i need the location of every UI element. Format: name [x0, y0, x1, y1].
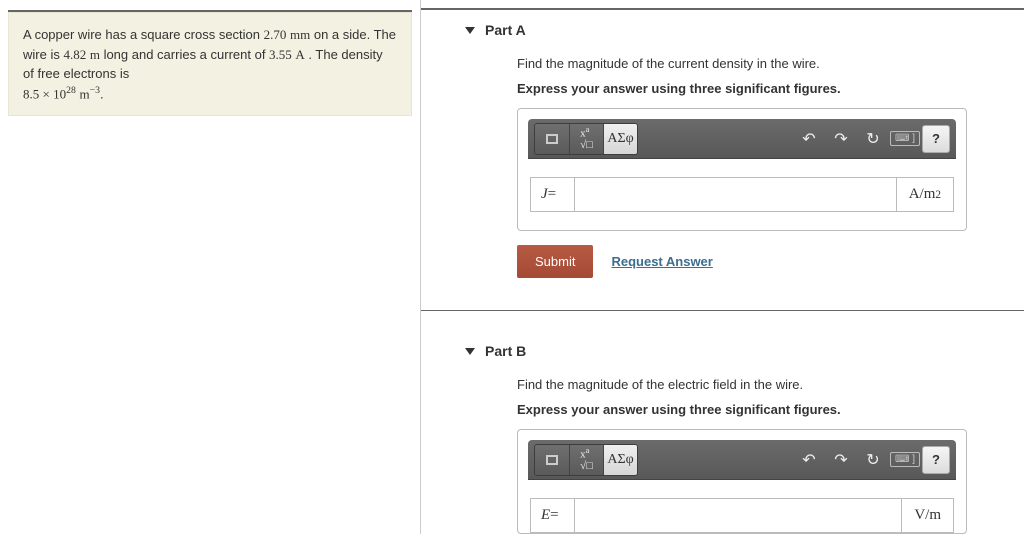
- density-coeff: 8.5: [23, 86, 39, 101]
- part-b-header[interactable]: Part B: [465, 337, 1024, 373]
- density-unit-exp: −3: [90, 85, 100, 96]
- keyboard-button[interactable]: ⌨ ]: [890, 124, 920, 154]
- reset-button[interactable]: ↻: [858, 124, 888, 154]
- answer-unit: V/m: [902, 498, 954, 533]
- request-answer-link[interactable]: Request Answer: [611, 254, 712, 269]
- part-a-header[interactable]: Part A: [465, 16, 1024, 52]
- problem-text: long and carries a current of: [100, 47, 269, 62]
- greek-symbols-button[interactable]: ΑΣφ: [603, 124, 637, 154]
- side-unit: mm: [290, 27, 310, 42]
- part-a-prompt: Find the magnitude of the current densit…: [465, 52, 1024, 81]
- help-button[interactable]: ?: [922, 446, 950, 474]
- answer-lhs: J =: [530, 177, 574, 212]
- part-b-prompt: Find the magnitude of the electric field…: [465, 373, 1024, 402]
- part-b: Part B Find the magnitude of the electri…: [421, 337, 1024, 534]
- equation-toolbar: xa√□ ΑΣφ ↶ ↷ ↻ ⌨ ] ?: [528, 440, 956, 480]
- keyboard-button[interactable]: ⌨ ]: [890, 445, 920, 475]
- answer-input-b[interactable]: [574, 498, 902, 533]
- template-rect-icon[interactable]: [535, 445, 569, 475]
- answer-lhs: E =: [530, 498, 574, 533]
- part-a-instruction: Express your answer using three signific…: [465, 81, 1024, 108]
- problem-statement: A copper wire has a square cross section…: [8, 12, 412, 116]
- answer-box-a: xa√□ ΑΣφ ↶ ↷ ↻ ⌨ ] ? J = A/m2: [517, 108, 967, 231]
- answer-unit: A/m2: [897, 177, 954, 212]
- greek-symbols-button[interactable]: ΑΣφ: [603, 445, 637, 475]
- current-unit: A: [295, 47, 304, 62]
- help-button[interactable]: ?: [922, 125, 950, 153]
- times: × 10: [39, 86, 66, 101]
- undo-button[interactable]: ↶: [794, 445, 824, 475]
- part-b-instruction: Express your answer using three signific…: [465, 402, 1024, 429]
- part-a-title: Part A: [485, 22, 526, 38]
- density-exp: 28: [66, 85, 76, 96]
- current-value: 3.55: [269, 47, 292, 62]
- answer-input-a[interactable]: [574, 177, 897, 212]
- side-value: 2.70: [264, 27, 287, 42]
- part-a: Part A Find the magnitude of the current…: [421, 10, 1024, 302]
- length-unit: m: [90, 47, 100, 62]
- problem-text: .: [100, 86, 104, 101]
- length-value: 4.82: [63, 47, 86, 62]
- density-unit-base: m: [79, 86, 89, 101]
- reset-button[interactable]: ↻: [858, 445, 888, 475]
- chevron-down-icon: [465, 348, 475, 355]
- answer-box-b: xa√□ ΑΣφ ↶ ↷ ↻ ⌨ ] ? E = V/m: [517, 429, 967, 534]
- submit-button[interactable]: Submit: [517, 245, 593, 278]
- redo-button[interactable]: ↷: [826, 124, 856, 154]
- equation-toolbar: xa√□ ΑΣφ ↶ ↷ ↻ ⌨ ] ?: [528, 119, 956, 159]
- problem-text: A copper wire has a square cross section: [23, 27, 264, 42]
- part-b-title: Part B: [485, 343, 526, 359]
- template-rect-icon[interactable]: [535, 124, 569, 154]
- redo-button[interactable]: ↷: [826, 445, 856, 475]
- template-fraction-root-icon[interactable]: xa√□: [569, 445, 603, 475]
- template-fraction-root-icon[interactable]: xa√□: [569, 124, 603, 154]
- chevron-down-icon: [465, 27, 475, 34]
- undo-button[interactable]: ↶: [794, 124, 824, 154]
